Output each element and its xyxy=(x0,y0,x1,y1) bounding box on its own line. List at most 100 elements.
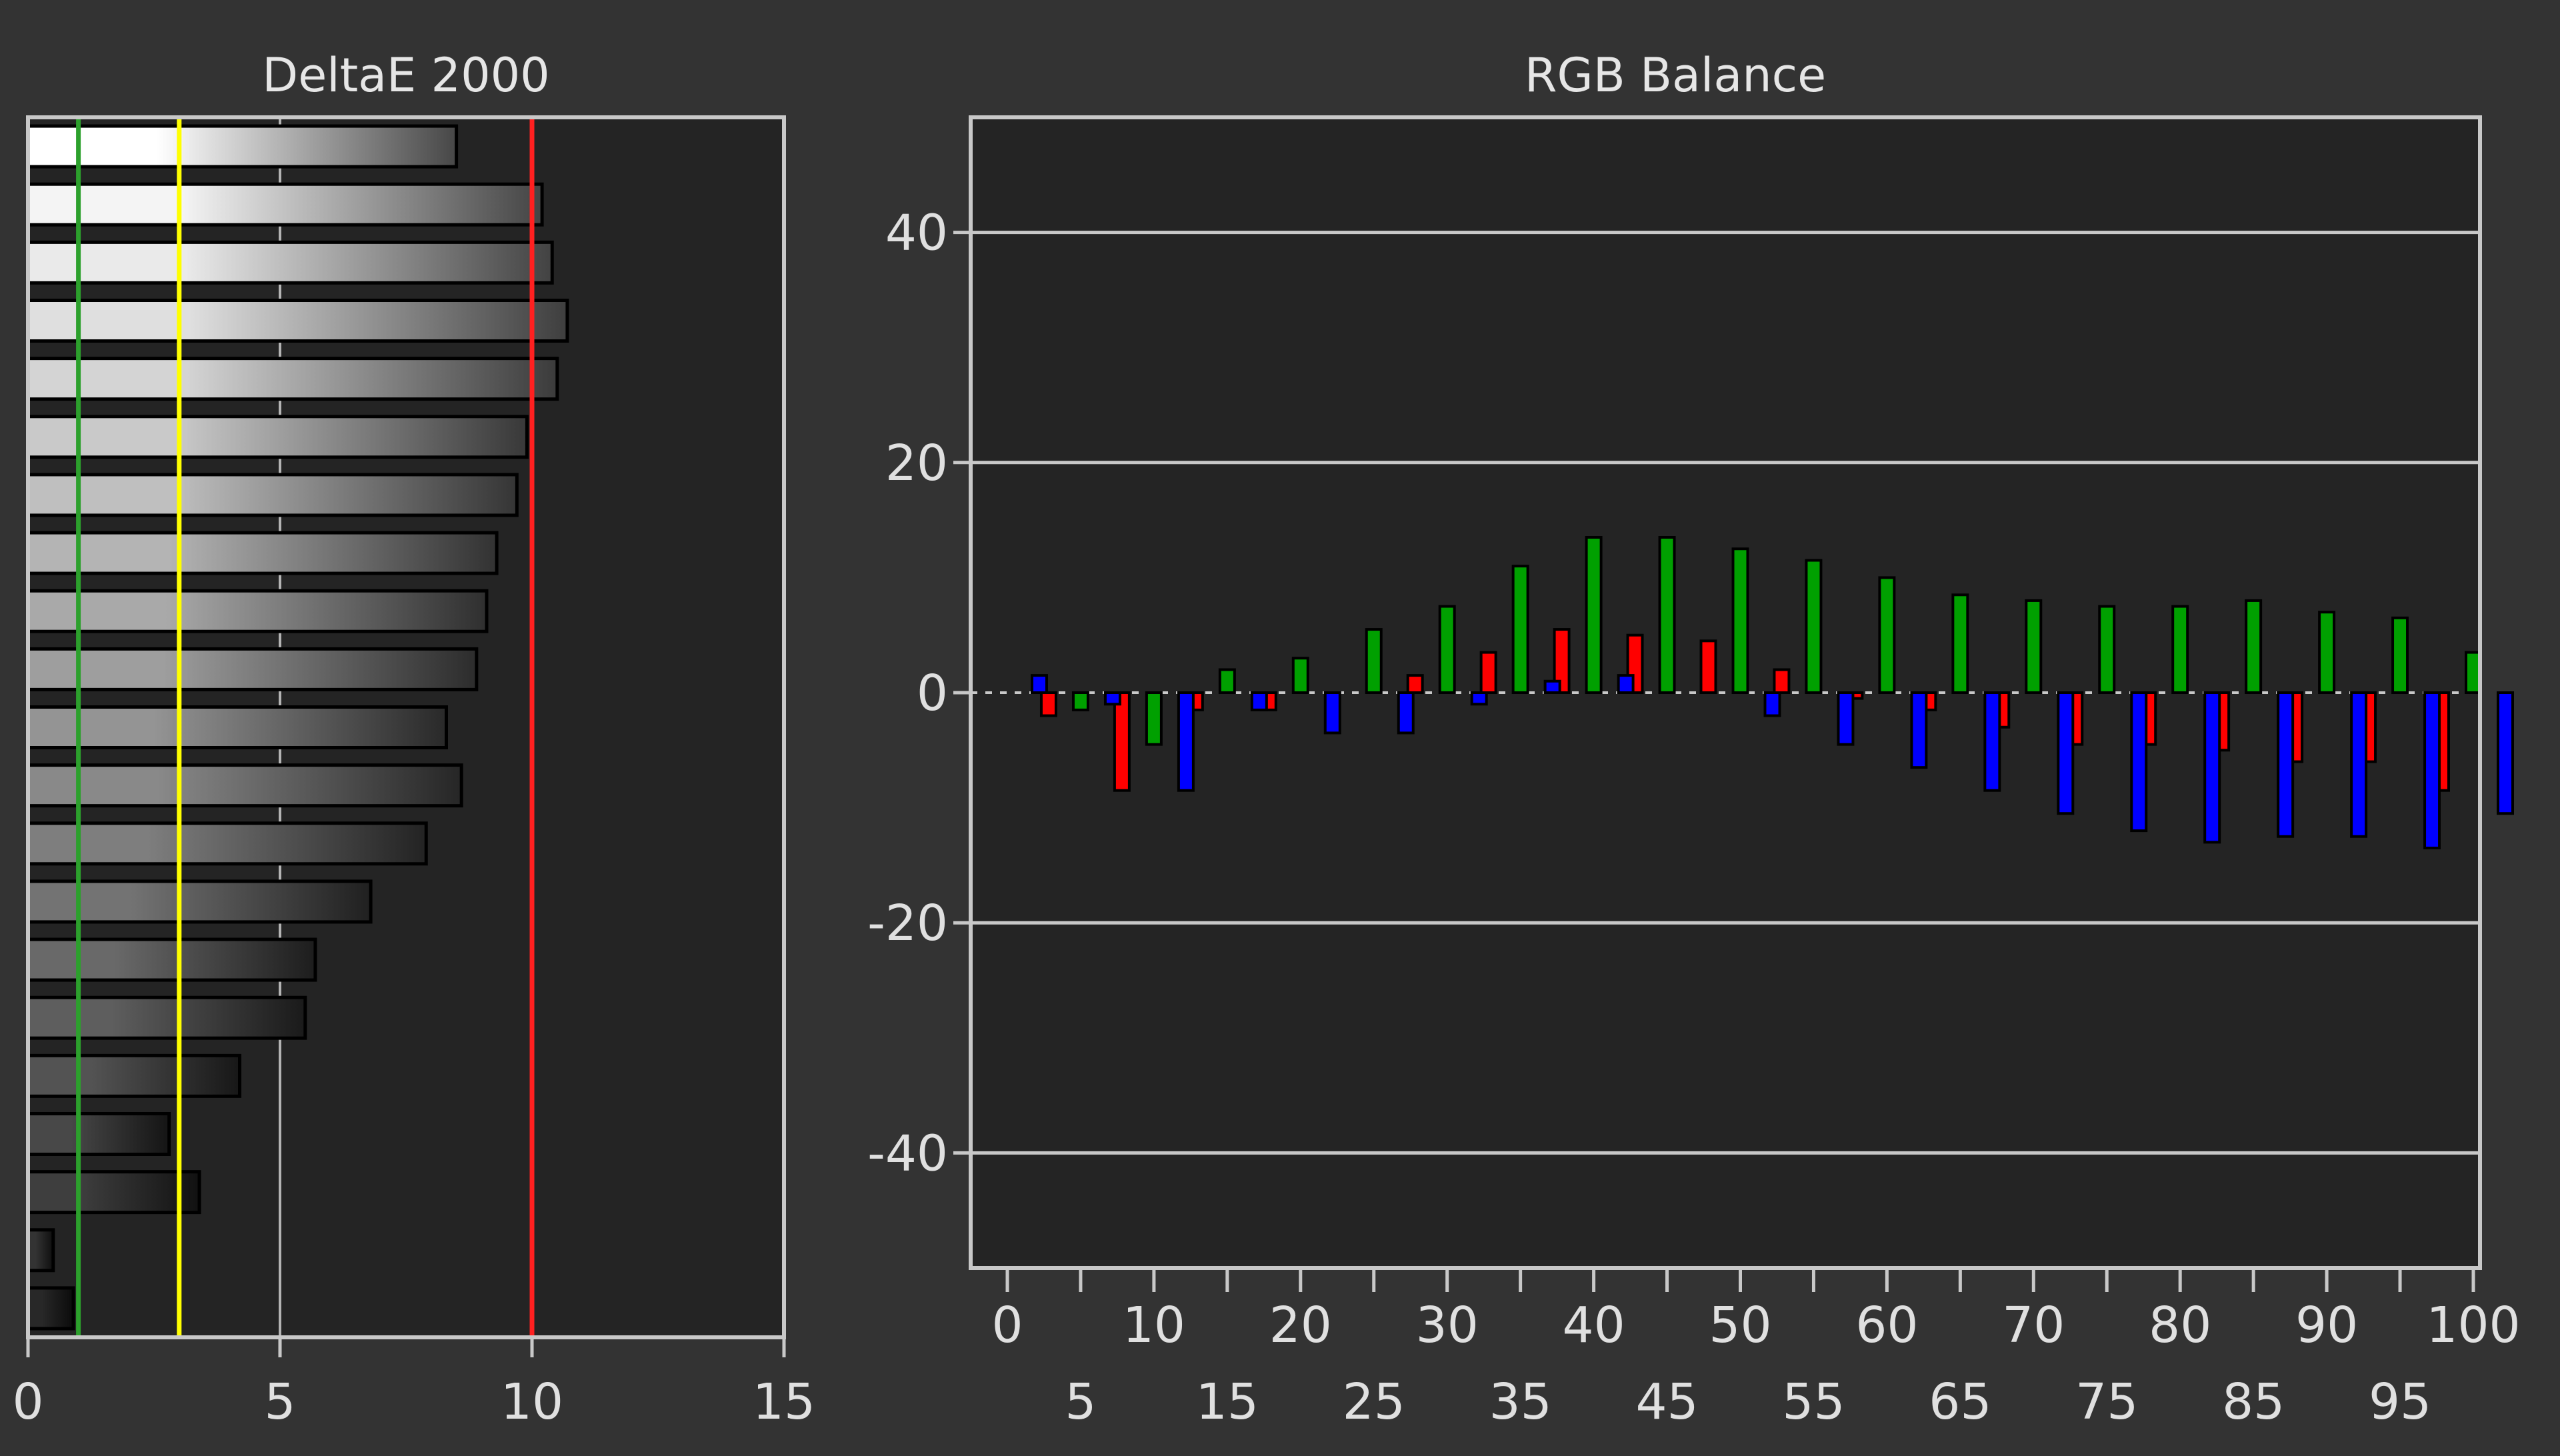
rgb-x-tick-label: 0 xyxy=(991,1297,1023,1354)
rgb-x-tick-label: 80 xyxy=(2149,1297,2211,1354)
rgb-bar xyxy=(1145,691,1163,746)
rgb-x-tick-label: 35 xyxy=(1489,1373,1552,1431)
deltae-title: DeltaE 2000 xyxy=(262,48,549,103)
rgb-bar xyxy=(1218,668,1236,694)
rgb-bar xyxy=(2098,605,2116,694)
rgb-bar xyxy=(1406,674,1424,694)
rgb-x-tick-label: 20 xyxy=(1269,1297,1332,1354)
rgb-bar xyxy=(1983,691,2001,792)
rgb-x-tick-label: 60 xyxy=(1855,1297,1918,1354)
deltae-bar xyxy=(26,763,463,808)
rgb-bar xyxy=(1543,679,1561,694)
rgb-bar xyxy=(1365,628,1383,695)
rgb-bar xyxy=(2245,599,2263,694)
rgb-bar xyxy=(1511,565,1529,695)
rgb-y-tick-label: 0 xyxy=(917,665,948,722)
deltae-bar xyxy=(26,240,554,285)
rgb-bar xyxy=(1250,691,1268,711)
deltae-tick-label: 5 xyxy=(264,1373,295,1431)
rgb-bar xyxy=(1291,657,1309,694)
rgb-x-tick-label: 15 xyxy=(1196,1373,1259,1431)
rgb-bar xyxy=(2057,691,2075,815)
rgb-bar xyxy=(1438,605,1456,694)
deltae-chart: DeltaE 2000 0 5 10 15 xyxy=(12,48,815,1431)
deltae-bar xyxy=(26,589,489,633)
deltae-bar xyxy=(26,1112,171,1156)
rgb-y-tick-label: 20 xyxy=(885,435,948,492)
deltae-bar xyxy=(26,1228,55,1273)
deltae-bar xyxy=(26,879,373,924)
rgb-bar xyxy=(1763,691,1781,717)
rgb-bar xyxy=(1837,691,1855,746)
rgb-bar xyxy=(1699,639,1717,695)
deltae-bar xyxy=(26,995,307,1040)
rgb-x-tick-label: 40 xyxy=(1563,1297,1625,1354)
deltae-bar xyxy=(26,299,569,343)
rgb-bar xyxy=(1031,674,1048,694)
deltae-bar xyxy=(26,415,529,459)
rgb-bar xyxy=(1773,668,1791,694)
rgb-y-tick-label: -20 xyxy=(867,895,948,952)
rgb-bar xyxy=(1878,576,1896,695)
rgb-bar xyxy=(2277,691,2295,838)
rgb-bar xyxy=(2423,691,2441,850)
rgb-bar xyxy=(1805,559,1823,695)
deltae-bar xyxy=(26,647,479,691)
rgb-balance-chart: RGB Balance 40 20 0 -20 -40 0 10 20 30 40 50 60 70 80… xyxy=(867,48,2521,1431)
rgb-bar xyxy=(1731,547,1749,694)
rgb-bar xyxy=(2350,691,2368,838)
rgb-y-tick-label: -40 xyxy=(867,1125,948,1182)
rgb-bar xyxy=(1617,674,1635,694)
rgb-bar xyxy=(1039,691,1057,717)
rgb-bar xyxy=(1479,651,1497,695)
rgb-x-tick-label: 10 xyxy=(1123,1297,1185,1354)
deltae-bar xyxy=(26,1053,242,1098)
rgb-bar xyxy=(2203,691,2221,844)
rgb-bar xyxy=(2391,616,2409,694)
rgb-x-tick-label: 85 xyxy=(2222,1373,2285,1431)
rgb-bar xyxy=(1177,691,1195,792)
rgb-bar xyxy=(2130,691,2148,833)
rgb-x-tick-label: 50 xyxy=(1709,1297,1771,1354)
deltae-bar xyxy=(26,821,428,866)
rgb-bar xyxy=(1113,691,1131,792)
deltae-bar xyxy=(26,124,459,169)
rgb-bar xyxy=(1658,535,1676,694)
deltae-plot-frame xyxy=(26,115,786,1339)
deltae-tick-label: 0 xyxy=(12,1373,43,1431)
rgb-x-tick-label: 5 xyxy=(1065,1373,1096,1431)
rgb-bar xyxy=(1585,535,1603,694)
rgb-x-tick-label: 65 xyxy=(1929,1373,1991,1431)
rgb-x-tick-label: 25 xyxy=(1343,1373,1405,1431)
rgb-bar xyxy=(1103,691,1121,706)
rgb-bar xyxy=(1553,628,1571,695)
rgb-x-tick-label: 45 xyxy=(1635,1373,1698,1431)
rgb-bar xyxy=(1951,593,1969,694)
rgb-bar xyxy=(1910,691,1928,769)
deltae-bar xyxy=(26,937,317,982)
rgb-y-tick-label: 40 xyxy=(885,205,948,262)
deltae-bar xyxy=(26,357,559,401)
rgb-x-tick-label: 30 xyxy=(1416,1297,1479,1354)
rgb-bar xyxy=(1470,691,1488,706)
rgb-bar xyxy=(1323,691,1341,735)
rgb-bar xyxy=(2318,611,2336,694)
rgb-bar xyxy=(1071,691,1089,711)
deltae-tick-label: 10 xyxy=(501,1373,563,1431)
deltae-bar xyxy=(26,1286,75,1331)
deltae-bar xyxy=(26,531,499,575)
rgb-x-tick-label: 70 xyxy=(2002,1297,2065,1354)
deltae-bar xyxy=(26,473,519,517)
rgb-x-tick-label: 90 xyxy=(2295,1297,2358,1354)
rgb-bar xyxy=(2497,691,2514,815)
rgb-bar xyxy=(2025,599,2043,694)
deltae-bar xyxy=(26,182,544,227)
rgb-bar xyxy=(2171,605,2189,694)
deltae-bar xyxy=(26,1170,201,1215)
rgb-x-tick-label: 95 xyxy=(2369,1373,2431,1431)
deltae-bar xyxy=(26,705,448,749)
deltae-tick-label: 15 xyxy=(753,1373,815,1431)
rgb-x-tick-label: 100 xyxy=(2426,1297,2520,1354)
rgb-plot-frame xyxy=(969,115,2482,1270)
